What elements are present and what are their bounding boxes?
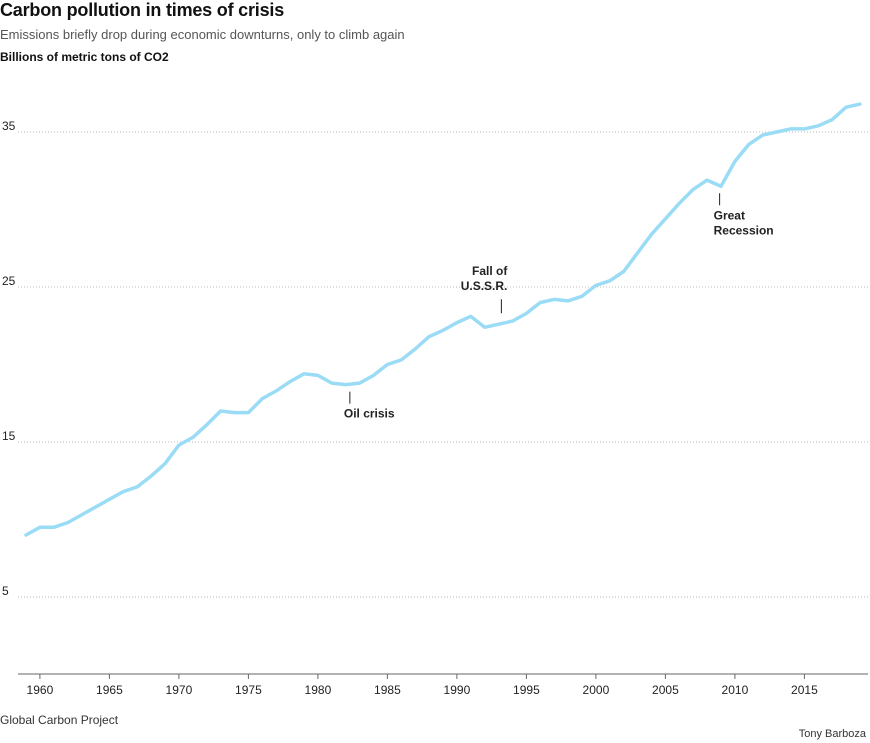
x-tick-label: 1970 [166, 683, 193, 697]
x-tick-label: 2005 [652, 683, 679, 697]
annotation-label: U.S.S.R. [461, 279, 508, 293]
data-series [24, 102, 862, 537]
chart-title: Carbon pollution in times of crisis [0, 0, 285, 20]
y-tick-label: 35 [2, 119, 16, 133]
x-axis: 1960 1965 1970 1975 1980 1985 1990 1995 2000 2005… [18, 673, 868, 697]
annotation: Fall ofU.S.S.R. [461, 264, 508, 314]
y-axis-unit-label: Billions of metric tons of CO2 [0, 50, 169, 64]
x-tick-label: 1985 [374, 683, 401, 697]
annotation-label: Oil crisis [344, 407, 395, 421]
source-note: Global Carbon Project [0, 713, 119, 727]
annotation-label: Great [714, 208, 745, 222]
x-tick-label: 1995 [513, 683, 540, 697]
annotation-label: Recession [714, 223, 774, 237]
y-tick-label: 5 [2, 584, 9, 598]
y-axis-ticks: 5 15 25 35 [2, 119, 16, 598]
x-tick-label: 1975 [235, 683, 262, 697]
x-tick-label: 2015 [791, 683, 818, 697]
x-tick-label: 1960 [27, 683, 54, 697]
x-tick-label: 1965 [96, 683, 123, 697]
x-tick-label: 1980 [305, 683, 332, 697]
x-tick-label: 1990 [444, 683, 471, 697]
chart-subtitle: Emissions briefly drop during economic d… [0, 27, 405, 42]
series-line-co2-emissions [24, 102, 862, 537]
y-tick-label: 15 [2, 429, 16, 443]
y-tick-label: 25 [2, 274, 16, 288]
x-tick-label: 2010 [722, 683, 749, 697]
credit-note: Tony Barboza [798, 728, 866, 740]
annotation-label: Fall of [472, 264, 508, 278]
gridlines [18, 131, 868, 598]
annotation: Oil crisis [344, 391, 395, 421]
x-tick-label: 2000 [583, 683, 610, 697]
